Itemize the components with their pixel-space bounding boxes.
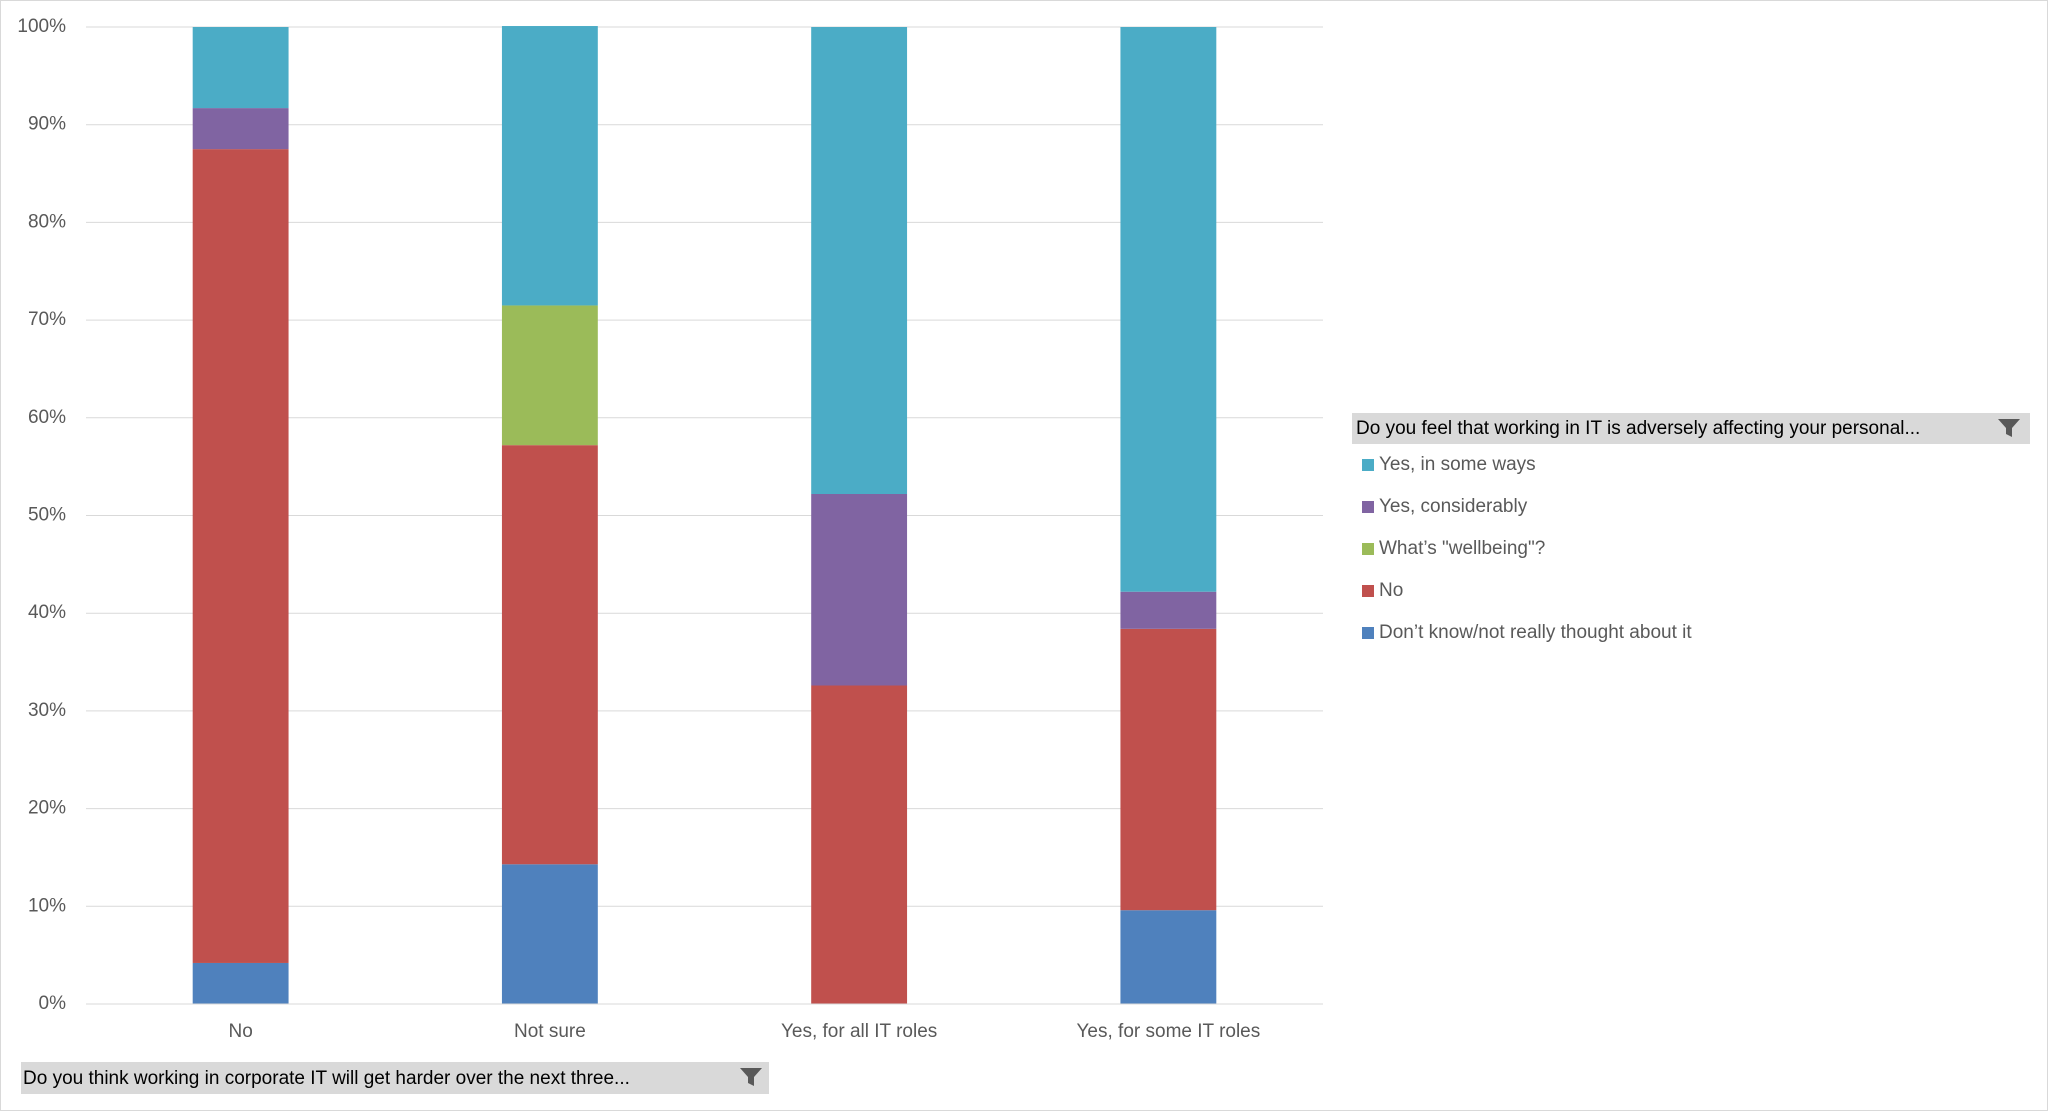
bar-segment xyxy=(1120,628,1217,911)
y-tick-label: 60% xyxy=(28,407,66,428)
legend-header xyxy=(1352,413,2030,444)
legend-swatch xyxy=(1362,501,1374,513)
x-tick-label: Yes, for all IT roles xyxy=(781,1021,937,1042)
y-tick-label: 50% xyxy=(28,505,66,526)
y-tick-label: 80% xyxy=(28,211,66,232)
y-tick-label: 30% xyxy=(28,700,66,721)
y-tick-label: 100% xyxy=(17,16,66,37)
bar-segment xyxy=(1120,27,1217,592)
axis-filter-button[interactable]: Do you think working in corporate IT wil… xyxy=(21,1062,769,1094)
legend-swatch xyxy=(1362,459,1374,471)
x-tick-label: Not sure xyxy=(514,1021,586,1042)
bar-segment xyxy=(1120,591,1217,629)
bar-segment xyxy=(501,26,598,306)
y-tick-label: 90% xyxy=(28,114,66,135)
legend-filter-button[interactable]: Do you feel that working in IT is advers… xyxy=(1352,413,2030,444)
bar-segment xyxy=(811,685,908,1004)
y-tick-label: 0% xyxy=(39,993,67,1014)
filter-icon xyxy=(740,1068,762,1086)
bar-segment xyxy=(192,27,289,109)
bar-segment xyxy=(192,149,289,963)
y-tick-label: 20% xyxy=(28,798,66,819)
bar-segment xyxy=(192,108,289,150)
bar-segment xyxy=(501,445,598,865)
bar-segment xyxy=(501,305,598,446)
legend-label: No xyxy=(1379,580,1403,601)
x-tick-label: No xyxy=(228,1021,252,1042)
legend-title: Do you feel that working in IT is advers… xyxy=(1356,418,1920,439)
axis-field-title: Do you think working in corporate IT wil… xyxy=(23,1068,630,1089)
legend-label: Yes, in some ways xyxy=(1379,454,1536,475)
legend-label: Yes, considerably xyxy=(1379,496,1528,517)
filter-icon xyxy=(1998,419,2020,437)
bar-segment xyxy=(1120,910,1217,1004)
bar-segment xyxy=(192,962,289,1004)
bar-segment xyxy=(501,864,598,1004)
y-tick-label: 10% xyxy=(28,895,66,916)
legend-label: Don’t know/not really thought about it xyxy=(1379,622,1692,643)
x-tick-label: Yes, for some IT roles xyxy=(1077,1021,1261,1042)
bar-segment xyxy=(811,494,908,686)
axis-field-header xyxy=(21,1062,769,1094)
y-tick-label: 40% xyxy=(28,602,66,623)
legend-swatch xyxy=(1362,543,1374,555)
legend-swatch xyxy=(1362,627,1374,639)
y-tick-label: 70% xyxy=(28,309,66,330)
legend-swatch xyxy=(1362,585,1374,597)
legend-label: What’s "wellbeing"? xyxy=(1379,538,1545,559)
bar-segment xyxy=(811,27,908,495)
